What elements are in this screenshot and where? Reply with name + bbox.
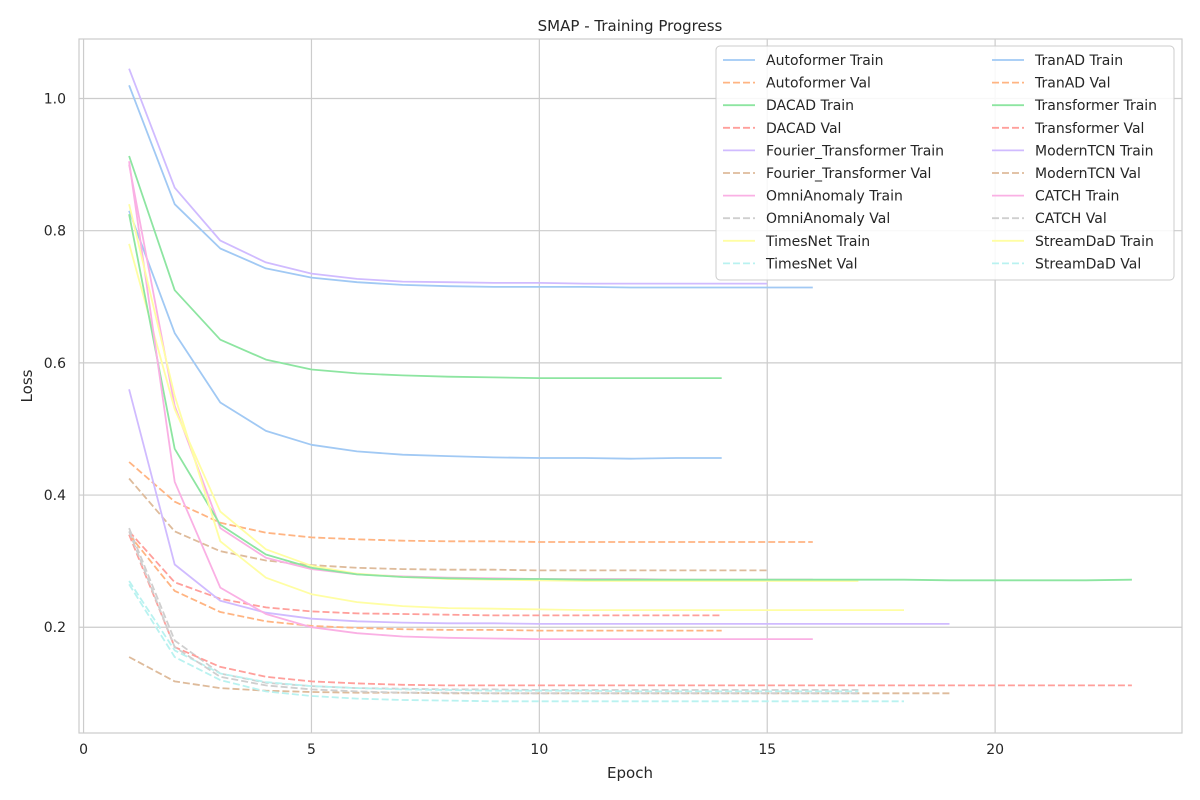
legend-label: Transformer Train <box>1034 98 1157 114</box>
legend-label: Fourier_Transformer Val <box>766 166 931 182</box>
legend-label: TimesNet Val <box>765 256 858 272</box>
y-tick-label: 0.2 <box>44 620 66 636</box>
series-line-transformer-val <box>128 534 1132 687</box>
x-tick-label: 20 <box>986 742 1004 758</box>
x-axis-label: Epoch <box>607 764 653 782</box>
legend-label: StreamDaD Val <box>1035 256 1141 272</box>
chart-title: SMAP - Training Progress <box>538 17 723 35</box>
legend-label: TimesNet Train <box>765 234 870 250</box>
series-line-fourier-transformer-train <box>128 68 768 285</box>
series-line-transformer-train <box>128 214 1132 582</box>
x-tick-label: 15 <box>758 742 776 758</box>
series-line-tranad-val <box>128 534 722 632</box>
series-line-dacad-train <box>128 155 722 380</box>
legend-label: ModernTCN Val <box>1035 166 1141 182</box>
legend: Autoformer Train Autoformer Val DACAD Trai… <box>715 45 1175 281</box>
legend-label: CATCH Val <box>1035 211 1107 227</box>
x-tick-label: 0 <box>79 742 88 758</box>
series-line-catch-val <box>128 531 859 695</box>
series-line-autoformer-train <box>128 210 722 460</box>
y-tick-label: 1.0 <box>44 91 66 107</box>
y-axis-label: Loss <box>18 369 36 402</box>
series-line-dacad-val <box>128 530 722 617</box>
series-line-moderntcn-train <box>128 389 950 625</box>
y-tick-label: 0.8 <box>44 224 66 240</box>
x-tick-label: 5 <box>307 742 316 758</box>
tick-layer: 0 5 10 15 20 0.2 0.4 0.6 0.8 1.0 <box>44 91 1004 758</box>
series-line-streamdad-val <box>128 583 904 703</box>
series-line-streamdad-train <box>128 203 904 611</box>
legend-label: Autoformer Val <box>766 76 871 92</box>
legend-label: Autoformer Train <box>766 53 884 69</box>
series-layer <box>128 68 1132 703</box>
legend-label: DACAD Train <box>766 98 854 114</box>
y-tick-label: 0.6 <box>44 356 66 372</box>
y-tick-label: 0.4 <box>44 488 66 504</box>
legend-label: Fourier_Transformer Train <box>766 143 944 159</box>
legend-label: OmniAnomaly Val <box>766 211 890 227</box>
x-tick-label: 10 <box>530 742 548 758</box>
legend-label: ModernTCN Train <box>1035 143 1154 159</box>
legend-label: Transformer Val <box>1034 121 1144 137</box>
legend-label: CATCH Train <box>1035 189 1119 205</box>
legend-label: DACAD Val <box>766 121 841 137</box>
series-line-catch-train <box>128 161 813 640</box>
legend-label: StreamDaD Train <box>1035 234 1154 250</box>
series-line-timesnet-val <box>128 580 859 693</box>
legend-box <box>715 45 1175 281</box>
plot-frame <box>78 38 1183 734</box>
series-line-autoformer-val <box>128 461 813 543</box>
series-line-omnianomaly-val <box>128 527 859 691</box>
legend-label: OmniAnomaly Train <box>766 189 903 205</box>
legend-label: TranAD Train <box>1034 53 1123 69</box>
legend-label: TranAD Val <box>1034 76 1110 92</box>
series-line-tranad-train <box>128 84 813 289</box>
